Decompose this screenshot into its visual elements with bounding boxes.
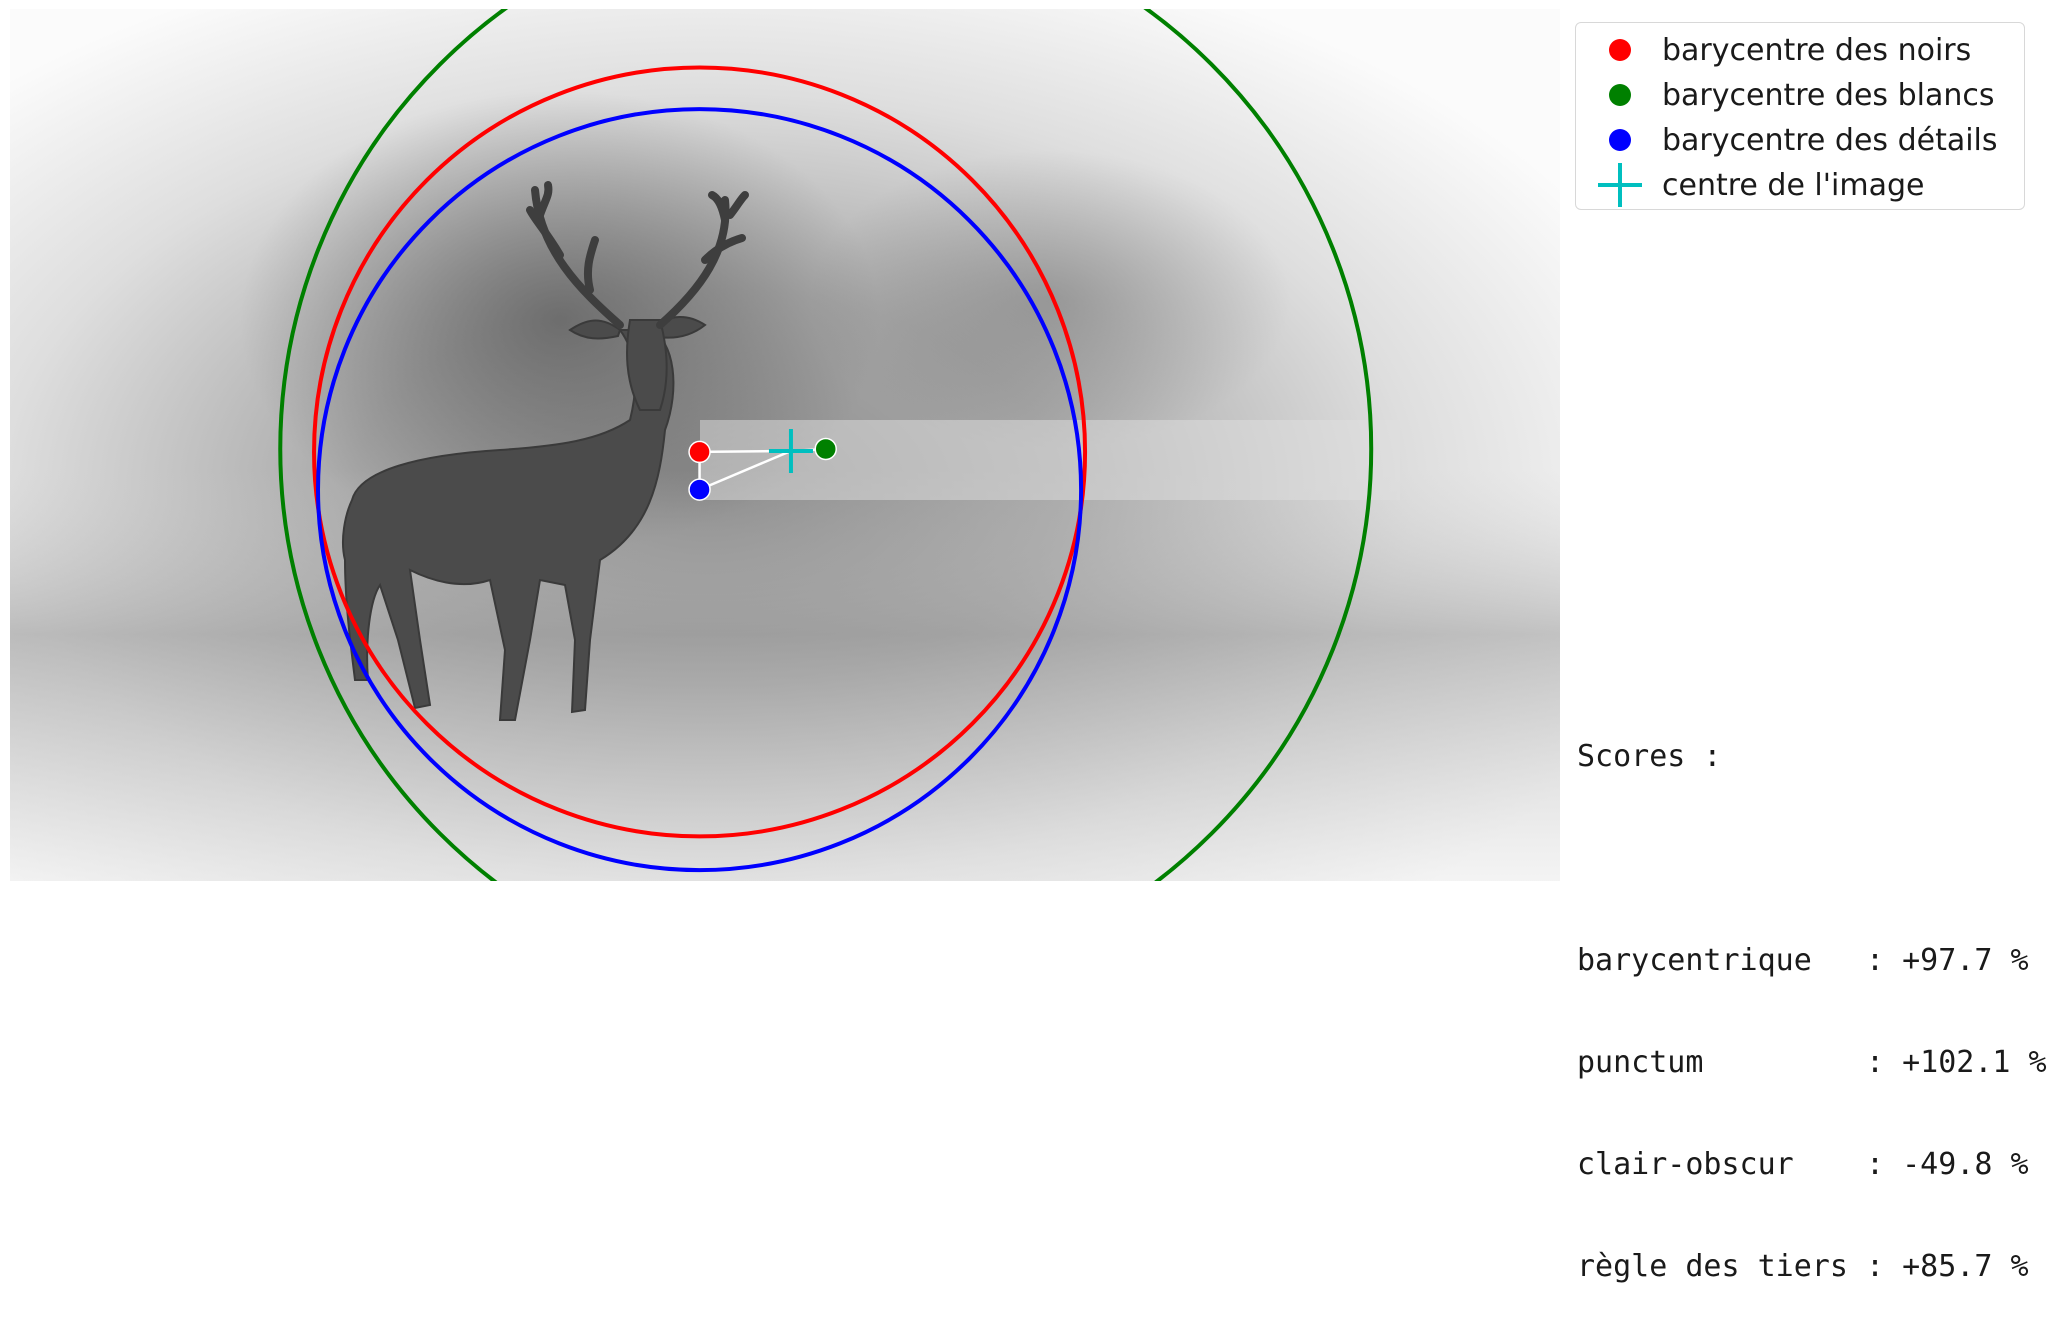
legend: barycentre des noirs barycentre des blanc… (1575, 22, 2025, 210)
line-barycentre-des-details (699, 449, 792, 491)
legend-item-barycentre-des-details: barycentre des détails (1576, 118, 2024, 162)
circle-barycentre-des-noirs (312, 65, 1088, 839)
photo-background (10, 9, 1560, 881)
score-value: : +102.1 % (1866, 1045, 2047, 1080)
legend-label: barycentre des détails (1662, 122, 1998, 158)
scores-panel: Scores : barycentrique : +97.7 % punctum… (1577, 672, 2047, 1318)
score-row-punctum: punctum : +102.1 % (1577, 1046, 2047, 1080)
circle-barycentre-des-blancs (278, 9, 1374, 881)
score-row-clair-obscur: clair-obscur : -49.8 % (1577, 1148, 2047, 1182)
antlers (526, 181, 749, 329)
points-layer (688, 428, 837, 501)
score-label: punctum (1577, 1045, 1848, 1080)
meadow (10, 470, 1560, 881)
point-barycentre-des-noirs (688, 440, 711, 464)
score-label: clair-obscur (1577, 1147, 1848, 1182)
score-value: : +97.7 % (1866, 943, 2029, 978)
legend-item-barycentre-des-blancs: barycentre des blancs (1576, 73, 2024, 117)
legend-item-centre-de-l-image: centre de l'image (1576, 163, 2024, 207)
legend-label: centre de l'image (1662, 167, 1925, 203)
score-label: barycentrique (1577, 943, 1848, 978)
scores-title: Scores : (1577, 739, 1722, 774)
legend-marker-icon (1588, 118, 1648, 162)
point-barycentre-des-blancs (814, 437, 837, 461)
bush-shadow-right (810, 150, 1290, 450)
score-value: : +85.7 % (1866, 1249, 2029, 1284)
point-centre-de-l-image (768, 428, 813, 473)
legend-marker-icon (1588, 163, 1648, 207)
circle-barycentre-des-details (316, 107, 1084, 873)
legend-marker-icon (1588, 28, 1648, 72)
legend-marker-icon (1588, 73, 1648, 117)
bright-field (700, 420, 1400, 500)
score-value: : -49.8 % (1866, 1147, 2029, 1182)
legend-item-barycentre-des-noirs: barycentre des noirs (1576, 28, 2024, 72)
score-row-regle-des-tiers: règle des tiers : +85.7 % (1577, 1250, 2047, 1284)
deer-silhouette (342, 316, 707, 721)
point-barycentre-des-details (688, 478, 711, 501)
score-row-barycentrique: barycentrique : +97.7 % (1577, 944, 2047, 978)
legend-label: barycentre des noirs (1662, 32, 1972, 68)
figure (10, 9, 1560, 881)
circles-layer (278, 9, 1374, 881)
score-label: règle des tiers (1577, 1249, 1848, 1284)
legend-label: barycentre des blancs (1662, 77, 1995, 113)
